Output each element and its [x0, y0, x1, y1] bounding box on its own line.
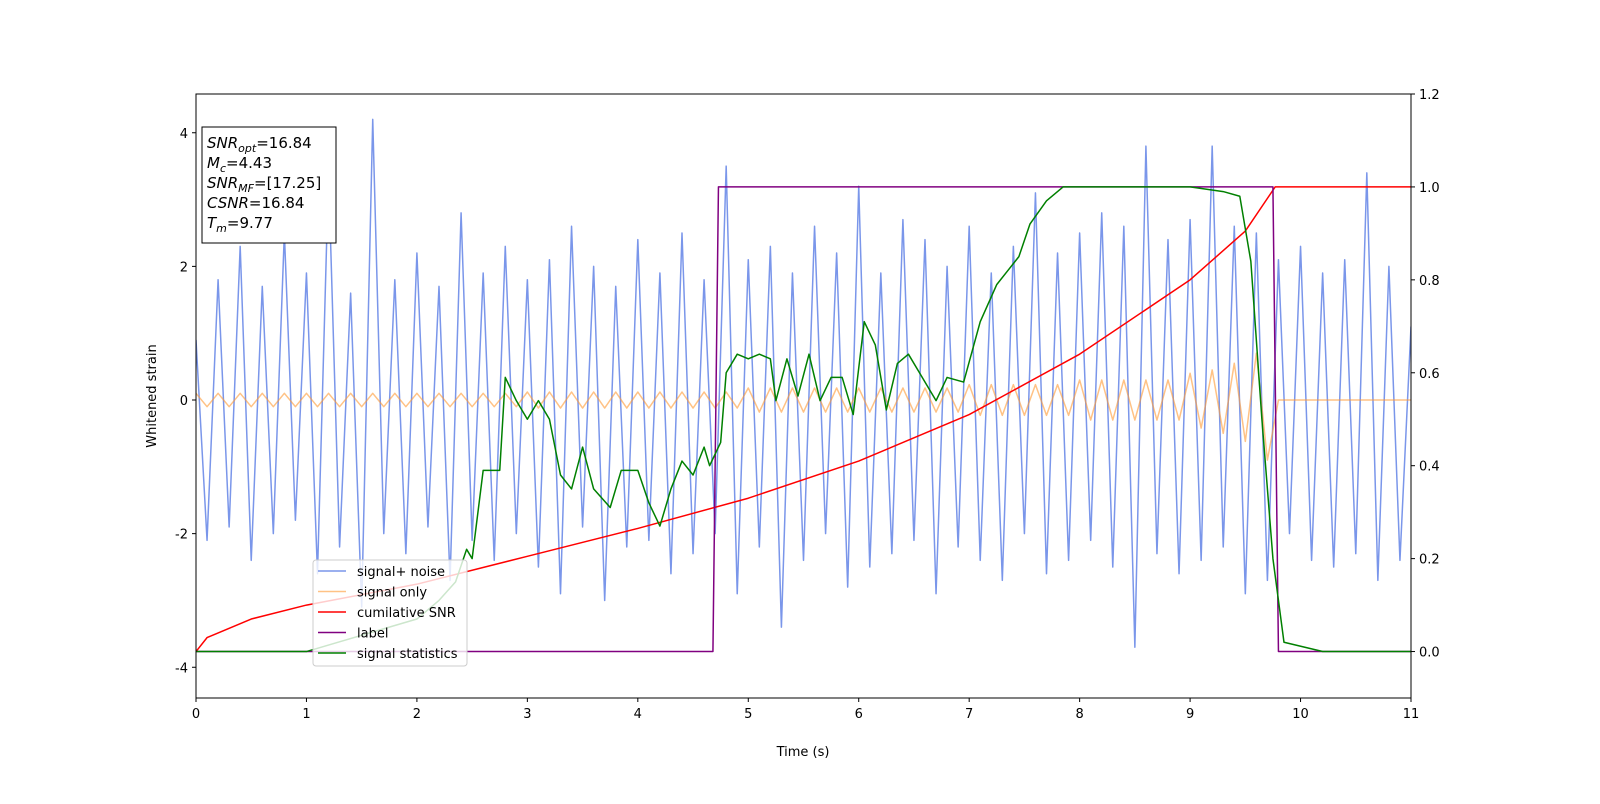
annotation-box: SNRopt=16.84Mc=4.43SNRMF=[17.25]CSNR=16.… — [201, 126, 337, 244]
series-line — [196, 118, 1411, 648]
x-tick-label: 9 — [1186, 707, 1194, 722]
annotation-line: SNRopt=16.84 — [207, 134, 312, 155]
y2-tick-label: 0.2 — [1419, 553, 1440, 568]
x-tick-label: 6 — [855, 707, 863, 722]
x-tick-label: 3 — [523, 707, 531, 722]
legend-label: signal statistics — [357, 647, 458, 662]
plot-frame — [195, 93, 1412, 699]
annotation-frame — [201, 126, 337, 244]
y2-tick-label: 0.8 — [1419, 274, 1440, 289]
annotation-value: =[17.25] — [254, 174, 321, 192]
y2-tick-label: 1.2 — [1419, 88, 1440, 103]
y-axis-label: Whitened strain — [145, 344, 160, 447]
annotation-value: =9.77 — [227, 214, 273, 232]
annotation-symbol: SNR — [207, 174, 238, 192]
annotation-symbol: M — [207, 154, 220, 172]
annotation-line: Tm=9.77 — [207, 214, 273, 235]
annotation-subscript: opt — [238, 142, 257, 155]
plot-lines — [196, 118, 1411, 653]
x-tick-label: 11 — [1403, 707, 1420, 722]
annotation-symbol: CSNR — [207, 194, 249, 212]
legend: signal+ noise signal only cumilative SNR la… — [312, 559, 468, 667]
y2-tick-label: 0.0 — [1419, 646, 1440, 661]
x-tick-label: 0 — [192, 707, 200, 722]
y-tick-label: 2 — [180, 260, 188, 275]
x-tick-label: 10 — [1292, 707, 1309, 722]
annotation-symbol: T — [207, 214, 218, 232]
legend-label: signal only — [357, 586, 427, 601]
x-tick-label: 1 — [302, 707, 310, 722]
x-tick-label: 8 — [1075, 707, 1083, 722]
series-line — [196, 186, 1411, 653]
y-tick-label: 4 — [180, 127, 188, 142]
annotation-value: =4.43 — [226, 154, 272, 172]
legend-frame — [312, 559, 468, 667]
legend-label: signal+ noise — [357, 565, 445, 580]
y2-tick-label: 1.0 — [1419, 181, 1440, 196]
annotation-line: Mc=4.43 — [207, 154, 272, 175]
y-tick-label: 0 — [180, 394, 188, 409]
annotation-symbol: SNR — [207, 134, 238, 152]
legend-label: cumilative SNR — [357, 606, 456, 621]
series-line — [196, 186, 1411, 653]
x-axis-label: Time (s) — [776, 745, 830, 760]
y2-tick-label: 0.4 — [1419, 460, 1440, 475]
y-tick-label: -2 — [175, 528, 188, 543]
x-tick-label: 5 — [744, 707, 752, 722]
series-line — [196, 186, 1411, 653]
annotation-line: SNRMF=[17.25] — [207, 174, 321, 195]
annotation-line: CSNR=16.84 — [207, 194, 304, 212]
y-tick-label: -4 — [175, 661, 188, 676]
y2-tick-label: 0.6 — [1419, 367, 1440, 382]
annotation-value: =16.84 — [249, 194, 305, 212]
x-tick-label: 4 — [634, 707, 642, 722]
legend-label: label — [357, 627, 388, 642]
annotation-subscript: MF — [238, 182, 254, 195]
annotation-subscript: c — [220, 162, 226, 175]
annotation-value: =16.84 — [256, 134, 312, 152]
x-tick-label: 2 — [413, 707, 421, 722]
x-tick-label: 7 — [965, 707, 973, 722]
series-line — [196, 352, 1411, 461]
annotation-subscript: m — [216, 222, 227, 235]
